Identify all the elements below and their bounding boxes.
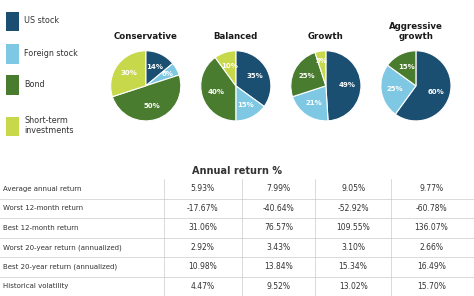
- Text: -60.78%: -60.78%: [416, 204, 447, 213]
- Text: -52.92%: -52.92%: [337, 204, 369, 213]
- Text: 10%: 10%: [221, 63, 238, 69]
- Text: 9.52%: 9.52%: [266, 282, 291, 291]
- Title: Balanced: Balanced: [214, 32, 258, 41]
- Wedge shape: [395, 51, 451, 121]
- Title: Growth: Growth: [308, 32, 344, 41]
- Wedge shape: [292, 86, 328, 121]
- Text: 109.55%: 109.55%: [336, 223, 370, 232]
- Wedge shape: [215, 51, 236, 86]
- Text: Historical volatility: Historical volatility: [3, 283, 69, 289]
- Text: 15%: 15%: [237, 102, 254, 107]
- Wedge shape: [291, 52, 326, 97]
- Text: Foreign stock: Foreign stock: [24, 49, 78, 58]
- Text: 14%: 14%: [146, 64, 163, 70]
- Title: Conservative: Conservative: [114, 32, 178, 41]
- Text: Short-term
investments: Short-term investments: [24, 116, 74, 136]
- Text: 2.66%: 2.66%: [419, 243, 443, 252]
- Text: Bond: Bond: [24, 80, 45, 89]
- Text: 40%: 40%: [207, 89, 224, 95]
- Text: 6%: 6%: [162, 71, 174, 77]
- Wedge shape: [112, 75, 181, 121]
- Title: Aggressive
growth: Aggressive growth: [389, 22, 443, 41]
- Wedge shape: [111, 51, 146, 97]
- Text: 10.98%: 10.98%: [188, 262, 217, 271]
- Wedge shape: [201, 57, 236, 121]
- Text: 35%: 35%: [246, 73, 263, 79]
- Text: Best 12-month return: Best 12-month return: [3, 225, 79, 231]
- Text: 3.43%: 3.43%: [266, 243, 291, 252]
- Text: 50%: 50%: [144, 103, 161, 109]
- Text: 21%: 21%: [306, 100, 322, 106]
- Text: 3.10%: 3.10%: [341, 243, 365, 252]
- Text: 13.02%: 13.02%: [339, 282, 367, 291]
- Text: 15%: 15%: [398, 64, 415, 70]
- Wedge shape: [146, 63, 179, 86]
- Text: 15.34%: 15.34%: [339, 262, 367, 271]
- Text: 15.70%: 15.70%: [417, 282, 446, 291]
- Text: -17.67%: -17.67%: [187, 204, 219, 213]
- Text: 5.93%: 5.93%: [191, 184, 215, 193]
- Text: 4.47%: 4.47%: [191, 282, 215, 291]
- Text: 30%: 30%: [120, 70, 137, 76]
- Text: 136.07%: 136.07%: [414, 223, 448, 232]
- Bar: [6, 12, 19, 31]
- Text: 7.99%: 7.99%: [266, 184, 291, 193]
- Bar: [6, 117, 19, 136]
- Text: Worst 12-month return: Worst 12-month return: [3, 205, 83, 211]
- Text: 9.77%: 9.77%: [419, 184, 443, 193]
- Text: Best 20-year return (annualized): Best 20-year return (annualized): [3, 263, 118, 270]
- Text: 25%: 25%: [299, 73, 315, 79]
- Wedge shape: [381, 65, 416, 114]
- Bar: [6, 44, 19, 64]
- Wedge shape: [326, 51, 361, 121]
- Text: 60%: 60%: [428, 89, 444, 95]
- Text: US stock: US stock: [24, 16, 59, 25]
- Text: Annual return %: Annual return %: [192, 166, 282, 176]
- Text: 49%: 49%: [338, 82, 356, 88]
- Text: 2.92%: 2.92%: [191, 243, 215, 252]
- Text: -40.64%: -40.64%: [263, 204, 294, 213]
- Text: 13.84%: 13.84%: [264, 262, 293, 271]
- Text: Average annual return: Average annual return: [3, 186, 82, 192]
- Text: Worst 20-year return (annualized): Worst 20-year return (annualized): [3, 244, 122, 250]
- Wedge shape: [236, 51, 271, 107]
- Text: 16.49%: 16.49%: [417, 262, 446, 271]
- Wedge shape: [388, 51, 416, 86]
- Text: 31.06%: 31.06%: [188, 223, 217, 232]
- Text: 5%: 5%: [316, 58, 328, 64]
- Text: 76.57%: 76.57%: [264, 223, 293, 232]
- Bar: [6, 75, 19, 95]
- Wedge shape: [315, 51, 326, 86]
- Wedge shape: [146, 51, 173, 86]
- Wedge shape: [236, 86, 264, 121]
- Text: 25%: 25%: [387, 86, 403, 92]
- Text: 9.05%: 9.05%: [341, 184, 365, 193]
